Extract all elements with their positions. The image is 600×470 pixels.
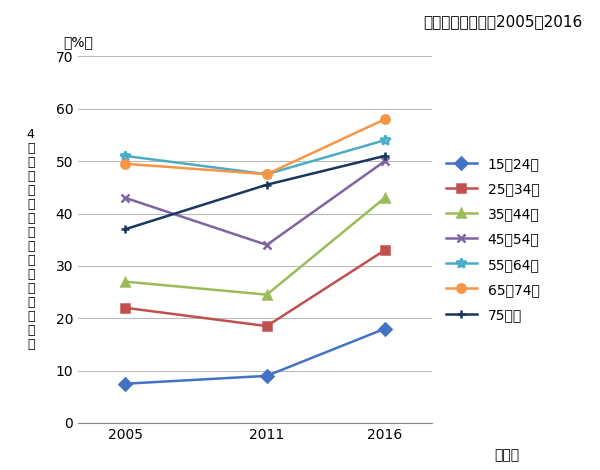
Line: 25～34歳: 25～34歳 <box>121 246 389 330</box>
Line: 75歳～: 75歳～ <box>121 152 389 234</box>
55～64歳 <box>381 137 388 143</box>
65～74歳 <box>263 172 271 177</box>
15～24歳 <box>122 381 129 386</box>
Line: 35～44歳: 35～44歳 <box>121 194 389 299</box>
45～54歳 <box>122 195 129 201</box>
25～34歳 <box>263 323 271 329</box>
Line: 15～24歳: 15～24歳 <box>121 325 389 388</box>
Text: （年）: （年） <box>494 448 520 462</box>
35～44歳 <box>263 292 271 298</box>
Text: （%）: （%） <box>63 35 93 49</box>
65～74歳 <box>122 161 129 166</box>
25～34歳 <box>122 305 129 311</box>
75歳～ <box>381 153 388 159</box>
65～74歳 <box>381 117 388 122</box>
Line: 65～74歳: 65～74歳 <box>121 115 389 179</box>
Line: 45～54歳: 45～54歳 <box>121 157 389 249</box>
Line: 55～64歳: 55～64歳 <box>121 135 389 179</box>
55～64歳 <box>122 153 129 159</box>
35～44歳 <box>381 195 388 201</box>
Y-axis label: 4
㎜
以
上
の
歯
周
ポ
ケ
ッ
ト
保
有
者
割
合: 4 ㎜ 以 上 の 歯 周 ポ ケ ッ ト 保 有 者 割 合 <box>27 128 35 351</box>
25～34歳 <box>381 247 388 253</box>
75歳～ <box>122 227 129 232</box>
45～54歳 <box>381 158 388 164</box>
45～54歳 <box>263 242 271 248</box>
75歳～ <box>263 182 271 188</box>
Legend: 15～24歳, 25～34歳, 35～44歳, 45～54歳, 55～64歳, 65～74歳, 75歳～: 15～24歳, 25～34歳, 35～44歳, 45～54歳, 55～64歳, … <box>446 157 539 322</box>
Text: 歯科疾患実態調査2005～2016: 歯科疾患実態調査2005～2016 <box>423 14 582 29</box>
55～64歳 <box>263 172 271 177</box>
35～44歳 <box>122 279 129 284</box>
15～24歳 <box>263 373 271 379</box>
15～24歳 <box>381 326 388 331</box>
